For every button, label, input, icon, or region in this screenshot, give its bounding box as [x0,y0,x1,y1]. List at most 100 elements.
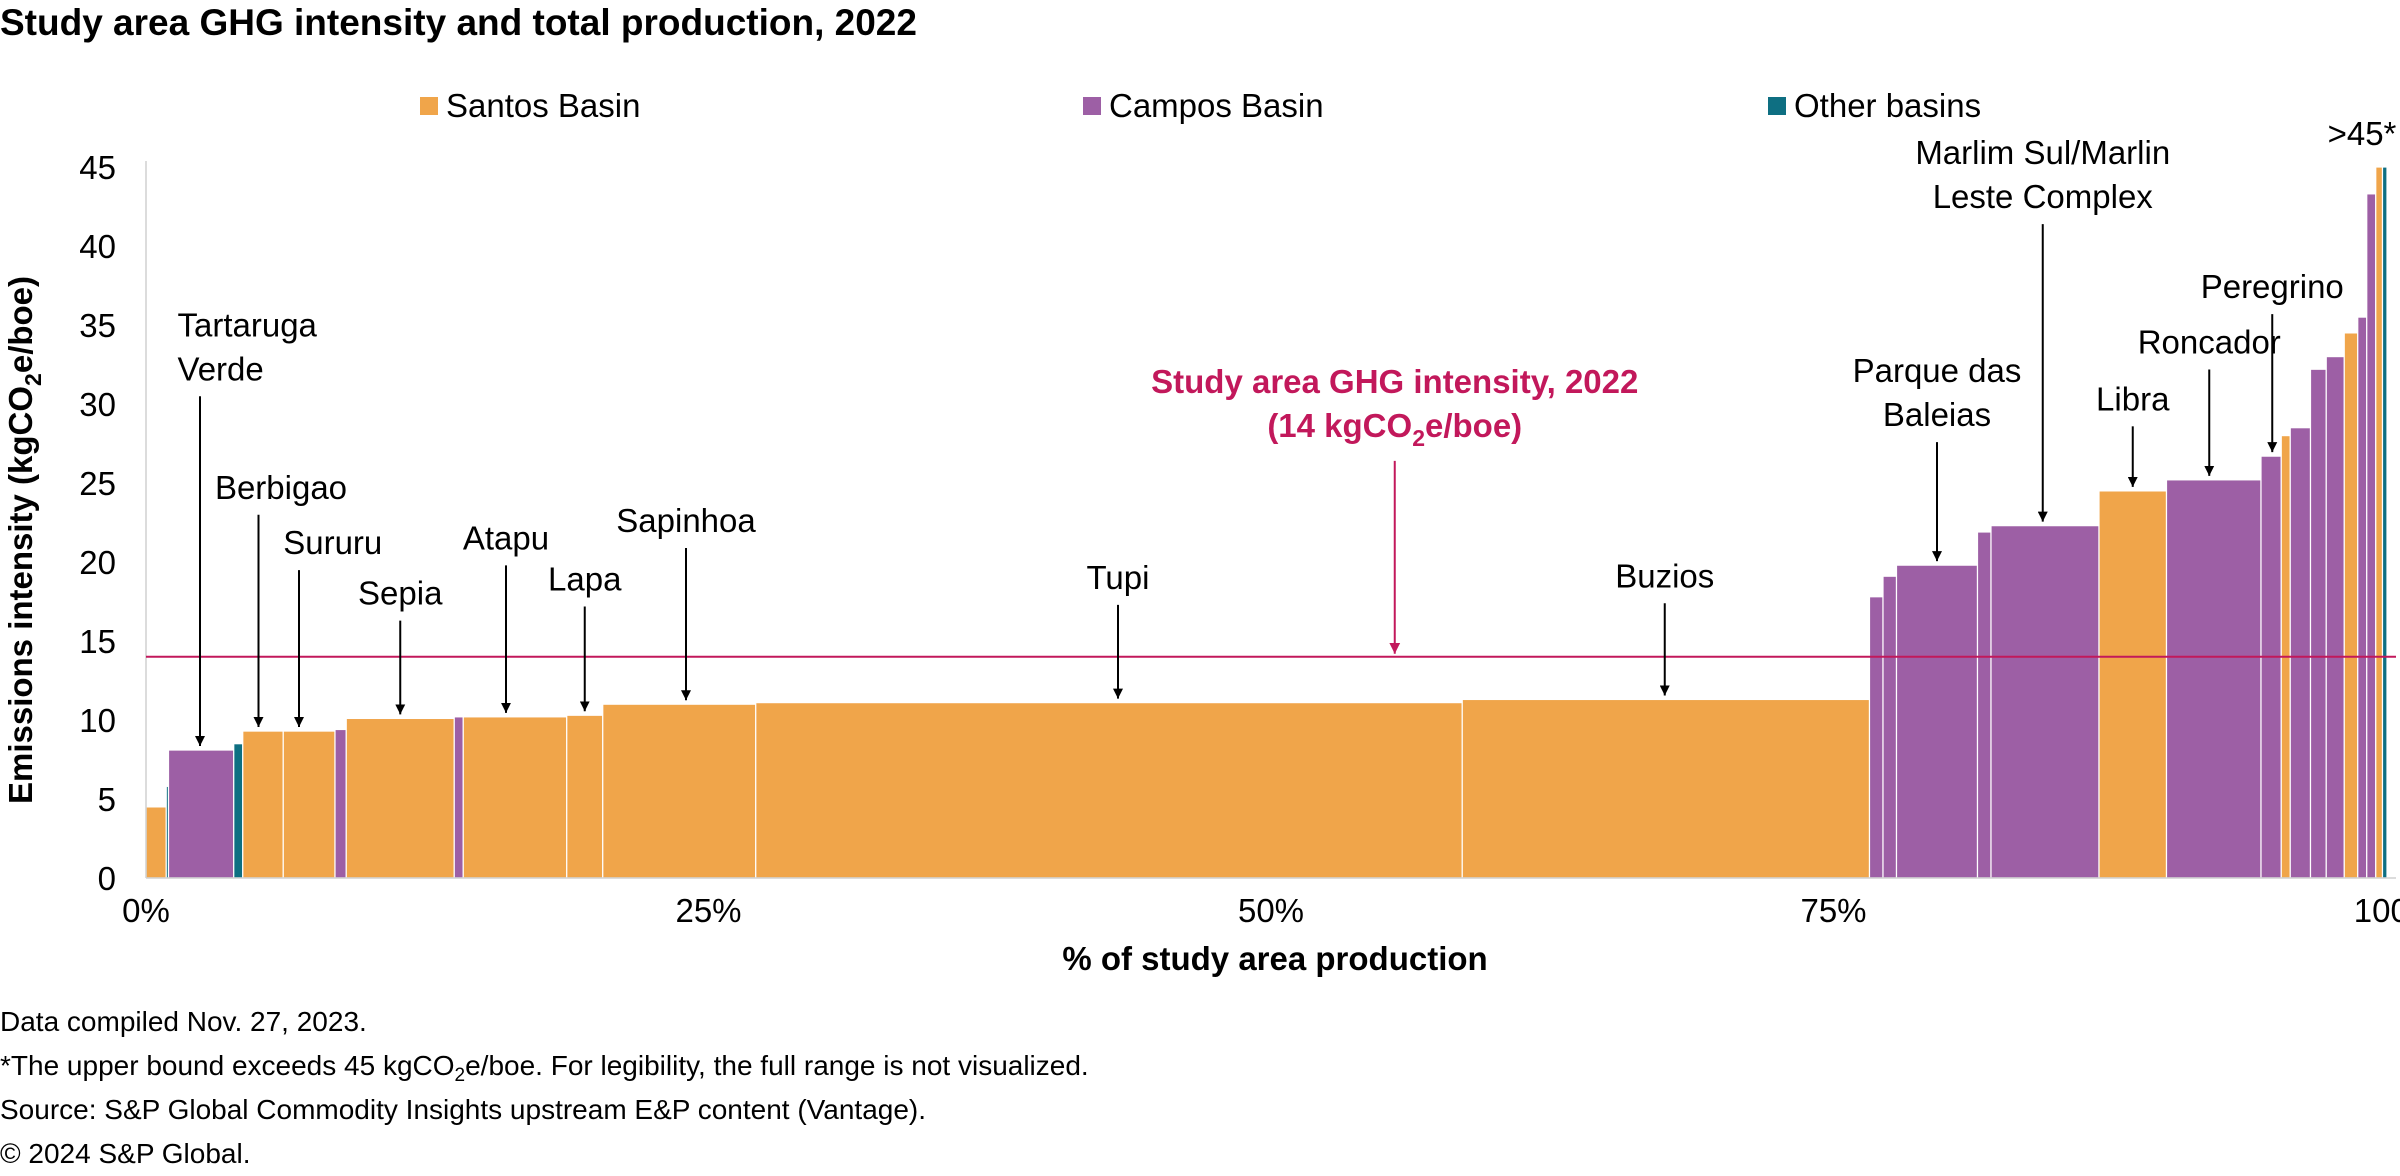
annotation-roncador: Roncador [2138,323,2281,476]
bar [602,703,757,879]
bars [145,166,2388,879]
bar [2309,368,2327,879]
x-axis-label: % of study area production [1062,940,1487,977]
annotations: Tartaruga Verde Berbigao Sururu Sepia Atapu La… [178,134,2344,747]
y-tick-label: 5 [98,781,116,818]
annotation-label: Peregrino [2201,268,2344,305]
bar [1895,564,1979,879]
bar [2375,166,2384,879]
reference-line-group: Study area GHG intensity, 2022 (14 kgCO2e… [146,363,2396,658]
annotation-label: Sapinhoa [616,502,756,539]
x-tick-label: 25% [675,892,741,929]
x-tick-label: 50% [1238,892,1304,929]
y-tick-label: 40 [79,228,116,265]
bar [2289,427,2312,879]
annotation-sepia: Sepia [358,575,443,715]
legend-item-other-basins: Other basins [1768,87,1981,124]
bar [345,717,455,879]
annotation-label: Leste Complex [1933,178,2154,215]
annotation-label: Sepia [358,575,443,612]
reference-label-line1: Study area GHG intensity, 2022 [1151,363,1638,400]
overflow-label: >45* [2328,115,2397,152]
y-axis-label: Emissions intensity (kgCO2e/boe) [2,276,46,804]
annotation-label: Parque das [1853,352,2022,389]
y-tick-label: 0 [98,860,116,897]
annotation-label: Libra [2096,380,2170,417]
bar [566,714,604,879]
y-tick-label: 15 [79,623,116,660]
legend-label: Other basins [1794,87,1981,124]
axes: 0 5 10 15 20 25 30 35 40 45 0% 25% 50% 75% 100% >45* [79,115,2400,929]
y-tick-label: 20 [79,544,116,581]
bar [282,730,336,879]
bar [2343,332,2359,879]
annotation-label: Marlim Sul/Marlin [1915,134,2170,171]
y-tick-label: 25 [79,465,116,502]
legend-swatch [1768,97,1786,115]
annotation-peregrino: Peregrino [2201,268,2344,453]
annotation-berbigao: Berbigao [215,469,347,728]
bar [2366,193,2377,879]
footnote-source: Source: S&P Global Commodity Insights up… [0,1094,927,1125]
x-tick-label: 0% [122,892,170,929]
bar [2260,455,2282,879]
annotation-label: Tupi [1087,559,1150,596]
annotation-label: Atapu [463,519,549,556]
bar [2381,166,2388,879]
annotation-label: Sururu [283,524,382,561]
chart-area: Santos Basin Campos Basin Other basins 0 5 1… [2,87,2400,977]
annotation-label: Berbigao [215,469,347,506]
bar [453,716,464,879]
y-tick-label: 10 [79,702,116,739]
legend-label: Santos Basin [446,87,640,124]
bar [233,743,244,879]
legend: Santos Basin Campos Basin Other basins [420,87,1981,124]
annotation-tupi: Tupi [1087,559,1150,699]
bar [2325,356,2345,879]
y-tick-label: 35 [79,307,116,344]
legend-swatch [1083,97,1101,115]
annotation-sururu: Sururu [283,524,382,728]
legend-label: Campos Basin [1109,87,1324,124]
annotation-label: Verde [178,350,264,387]
annotation-label: Buzios [1615,557,1714,594]
bar [1868,596,1884,879]
annotation-sapinhoa: Sapinhoa [616,502,756,701]
bar [2357,316,2368,879]
annotation-buzios: Buzios [1615,557,1714,696]
bar [2165,479,2262,879]
legend-item-santos-basin: Santos Basin [420,87,640,124]
annotation-lapa: Lapa [548,560,622,712]
y-tick-label: 45 [79,149,116,186]
chart-title: Study area GHG intensity and total produ… [0,2,917,43]
annotation-label: Lapa [548,560,622,597]
bar [755,702,1463,879]
annotation-label: Roncador [2138,323,2281,360]
bar [145,806,167,879]
footnote-upper-bound: *The upper bound exceeds 45 kgCO2e/boe. … [0,1050,1089,1086]
annotation-atapu: Atapu [463,519,549,713]
annotation-label: Tartaruga [178,306,318,343]
annotation-label: Baleias [1883,396,1991,433]
y-tick-label: 30 [79,386,116,423]
bar [242,730,284,879]
bar [2098,490,2168,879]
bar [1461,698,1871,879]
x-tick-label: 100% [2354,892,2400,929]
footnote-compiled: Data compiled Nov. 27, 2023. [0,1006,367,1037]
bar [1976,531,1992,879]
bar [167,749,235,879]
legend-item-campos-basin: Campos Basin [1083,87,1324,124]
annotation-libra: Libra [2096,380,2170,487]
bar [334,728,347,879]
bar [1882,575,1898,879]
annotation-tartaruga-verde: Tartaruga Verde [178,306,318,747]
legend-swatch [420,97,438,115]
footnote-copyright: © 2024 S&P Global. [0,1138,251,1169]
annotation-parque-das-baleias: Parque das Baleias [1853,352,2022,562]
annotation-marlim-sul-marlin-leste: Marlim Sul/Marlin Leste Complex [1915,134,2170,522]
x-tick-label: 75% [1800,892,1866,929]
bar [1990,525,2100,879]
bar [462,716,568,879]
footnotes: Data compiled Nov. 27, 2023. *The upper … [0,1000,1089,1176]
